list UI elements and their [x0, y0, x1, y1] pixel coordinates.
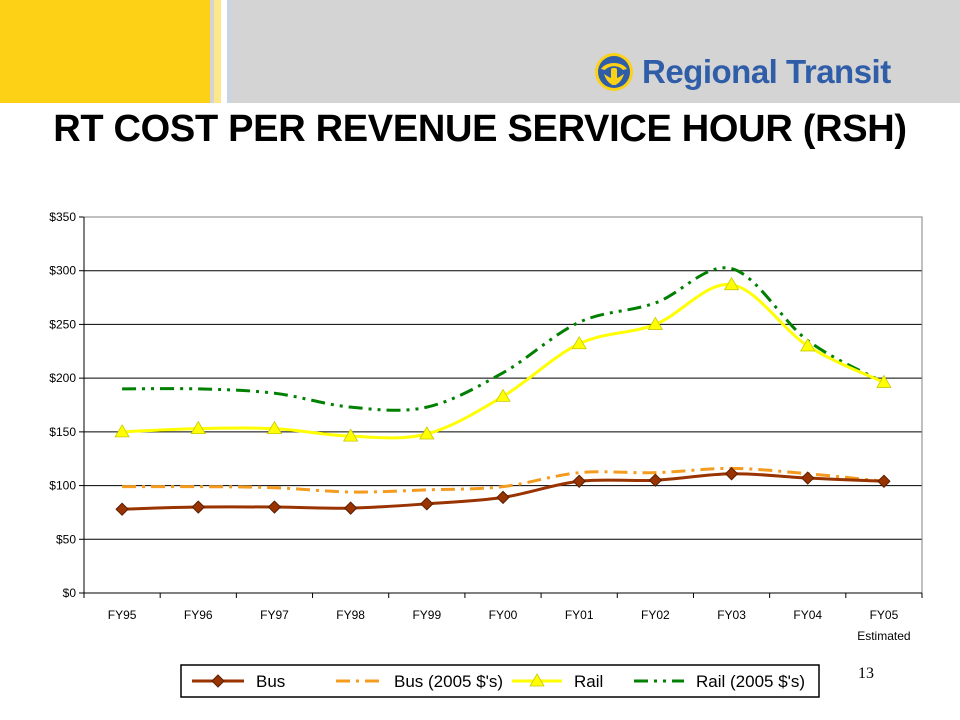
- legend-label: Bus: [256, 672, 285, 691]
- series-line-rail: [122, 283, 885, 440]
- header-yellow-stripe: [214, 0, 221, 103]
- x-tick-label: FY96: [184, 608, 213, 622]
- y-tick-label: $350: [49, 210, 76, 224]
- data-point-rail: [266, 420, 283, 435]
- y-tick-label: $200: [49, 371, 76, 385]
- header-yellow-block: [0, 0, 210, 103]
- page-number: 13: [858, 665, 874, 682]
- data-point-rail: [723, 276, 740, 291]
- data-point-rail: [342, 428, 359, 442]
- data-point-bus: [801, 471, 815, 485]
- data-point-bus: [343, 501, 358, 515]
- data-point-bus: [115, 502, 129, 516]
- x-tick-label: FY02: [641, 608, 670, 622]
- series-line-rail-2005-s: [122, 266, 885, 412]
- data-point-rail: [114, 424, 130, 438]
- x-tick-label: FY98: [336, 608, 365, 622]
- header-blue-stripe: [227, 0, 231, 103]
- regional-transit-logo-icon: [595, 53, 633, 91]
- x-tick-label: FY05: [870, 608, 899, 622]
- y-tick-label: $300: [49, 264, 76, 278]
- x-tick-label: FY99: [412, 608, 441, 622]
- legend-label: Rail: [574, 672, 603, 691]
- data-point-bus: [877, 474, 891, 488]
- x-tick-label: FY04: [793, 608, 822, 622]
- y-tick-label: $250: [49, 317, 76, 331]
- series-line-bus-2005-s: [122, 466, 885, 494]
- page-title: RT COST PER REVENUE SERVICE HOUR (RSH): [53, 108, 907, 150]
- data-point-rail: [571, 335, 587, 350]
- data-point-rail: [419, 426, 435, 440]
- legend-marker: [529, 673, 545, 687]
- data-point-bus: [572, 474, 586, 488]
- y-tick-label: $100: [49, 479, 76, 493]
- regional-transit-logo: Regional Transit: [594, 50, 891, 94]
- header-white-stripe: [221, 0, 227, 103]
- data-point-rail: [190, 420, 206, 435]
- legend-label: Bus (2005 $'s): [394, 672, 503, 691]
- y-tick-label: $50: [56, 532, 76, 546]
- data-point-bus: [191, 500, 205, 514]
- y-tick-label: $0: [63, 586, 77, 600]
- y-tick-label: $150: [49, 425, 76, 439]
- data-point-rail: [876, 374, 892, 388]
- legend-label: Rail (2005 $'s): [696, 672, 805, 691]
- data-point-bus: [496, 490, 510, 505]
- x-tick-label: FY97: [260, 608, 289, 622]
- chart-legend: [180, 664, 820, 698]
- logo-text: Regional Transit: [642, 53, 891, 90]
- data-point-bus: [724, 467, 739, 481]
- data-point-rail: [495, 388, 511, 402]
- data-point-bus: [648, 473, 663, 487]
- x-tick-label: FY95: [108, 608, 137, 622]
- data-point-bus: [420, 497, 434, 511]
- data-point-bus: [267, 500, 282, 514]
- x-tick-label: FY00: [489, 608, 518, 622]
- data-point-rail: [647, 316, 664, 330]
- legend-marker: [211, 674, 225, 688]
- x-tick-label: FY03: [717, 608, 746, 622]
- data-point-rail: [800, 338, 816, 352]
- x-tick-label: FY01: [565, 608, 594, 622]
- plot-frame: [83, 216, 923, 594]
- x-tick-sublabel: Estimated: [857, 629, 910, 643]
